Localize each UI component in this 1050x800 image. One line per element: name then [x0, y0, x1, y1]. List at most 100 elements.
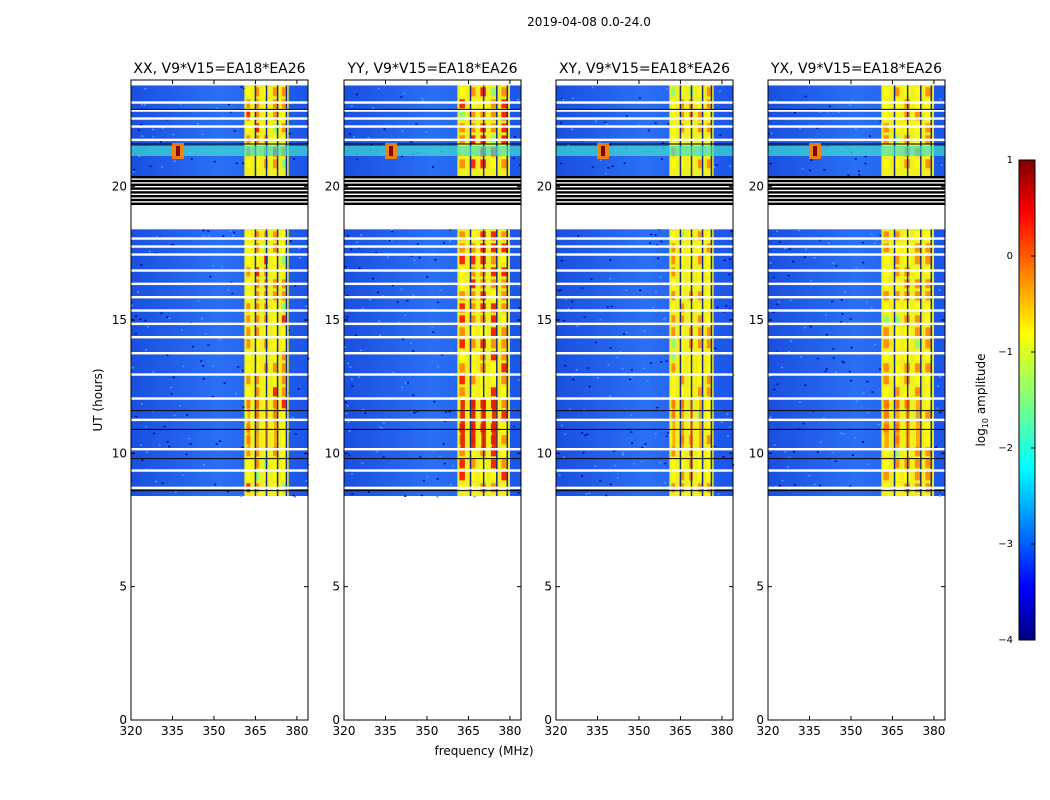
noise-speckle — [406, 299, 409, 302]
noise-speckle — [609, 483, 612, 486]
noise-speckle — [219, 440, 222, 442]
noise-speckle — [517, 379, 520, 381]
band-cell — [680, 447, 685, 457]
noise-speckle — [148, 250, 151, 253]
noise-speckle — [607, 167, 610, 169]
band-cell — [246, 459, 251, 469]
panel-frame — [767, 79, 946, 721]
noise-speckle — [353, 135, 356, 138]
noise-speckle — [172, 376, 175, 379]
noise-speckle — [637, 124, 640, 126]
noise-speckle — [665, 435, 668, 437]
noise-speckle — [776, 383, 779, 386]
noise-speckle — [658, 228, 661, 231]
x-tick-label: 320 — [120, 724, 143, 738]
hot-cell — [698, 400, 702, 448]
noise-speckle — [770, 132, 773, 135]
colorbar: 10−1−2−3−4 log10 amplitude — [974, 155, 1036, 646]
noise-speckle — [389, 240, 392, 242]
band-cell — [680, 159, 685, 169]
noise-speckle — [832, 357, 835, 359]
x-axis-label: frequency (MHz) — [434, 744, 533, 758]
band-cell — [925, 447, 931, 457]
noise-speckle — [209, 275, 212, 278]
colorbar-tick-label: 0 — [1007, 251, 1013, 262]
band-cell — [272, 303, 277, 313]
noise-speckle — [401, 130, 404, 132]
noise-speckle — [855, 400, 858, 403]
x-tick-label: 365 — [669, 724, 692, 738]
noise-speckle — [660, 361, 663, 363]
flag-line — [768, 253, 945, 256]
noise-speckle — [233, 231, 236, 234]
band-cell — [671, 87, 676, 97]
band-cell — [281, 99, 286, 109]
band-cell — [914, 255, 921, 265]
flagged-stripe — [768, 187, 945, 190]
flag-line — [131, 373, 308, 376]
band-cell — [925, 315, 931, 325]
band-cell — [490, 111, 497, 121]
y-tick-label: 0 — [119, 713, 127, 727]
noise-speckle — [868, 135, 871, 137]
noise-speckle — [355, 241, 358, 243]
noise-speckle — [599, 479, 602, 482]
rfi-core — [813, 146, 818, 156]
flag-line — [768, 237, 945, 240]
noise-speckle — [824, 314, 827, 316]
band-cell — [501, 375, 507, 385]
rfi-glow — [344, 146, 521, 156]
noise-speckle — [378, 320, 381, 322]
band-cell — [501, 111, 507, 121]
band-cell — [697, 447, 702, 457]
noise-speckle — [793, 111, 796, 114]
noise-speckle — [135, 315, 138, 318]
noise-speckle — [623, 162, 626, 164]
flagged-stripe — [344, 187, 521, 190]
band-cell — [281, 435, 286, 445]
band-cell — [680, 363, 685, 373]
band-cell — [469, 159, 476, 169]
noise-speckle — [854, 158, 857, 160]
band-cell — [246, 267, 251, 277]
band-cell — [925, 255, 931, 265]
noise-speckle — [235, 162, 238, 165]
hot-cell — [265, 400, 268, 448]
noise-speckle — [849, 104, 852, 106]
band-cell — [893, 363, 900, 373]
noise-speckle — [800, 356, 803, 358]
band-cell — [490, 87, 497, 97]
band-cell — [893, 123, 900, 133]
flag-line — [344, 486, 521, 490]
noise-speckle — [212, 365, 215, 367]
noise-speckle — [646, 380, 649, 382]
noise-speckle — [410, 141, 413, 143]
colorbar-ticks: 1 0 −1 −2 −3 −4 — [998, 155, 1035, 646]
band-cell — [501, 339, 507, 349]
noise-speckle — [808, 474, 811, 477]
band-cell — [680, 351, 685, 361]
noise-speckle — [609, 347, 612, 349]
noise-speckle — [819, 441, 822, 443]
noise-speckle — [591, 166, 594, 168]
noise-speckle — [870, 233, 873, 235]
noise-speckle — [305, 480, 308, 482]
band-cell — [680, 303, 685, 313]
flagged-stripe — [556, 195, 733, 198]
band-cell — [706, 159, 711, 169]
band-cell — [671, 123, 676, 133]
noise-speckle — [131, 366, 134, 369]
band-cell — [697, 351, 702, 361]
noise-speckle — [804, 248, 807, 251]
noise-speckle — [432, 166, 435, 168]
noise-speckle — [571, 97, 574, 100]
flagged-stripe — [131, 187, 308, 190]
noise-speckle — [667, 123, 670, 125]
band-cell — [914, 123, 921, 133]
noise-speckle — [432, 331, 435, 333]
noise-speckle — [841, 313, 844, 315]
band-cell — [501, 291, 507, 301]
band-cell — [914, 243, 921, 253]
band-cell — [893, 387, 900, 397]
noise-speckle — [186, 414, 189, 416]
